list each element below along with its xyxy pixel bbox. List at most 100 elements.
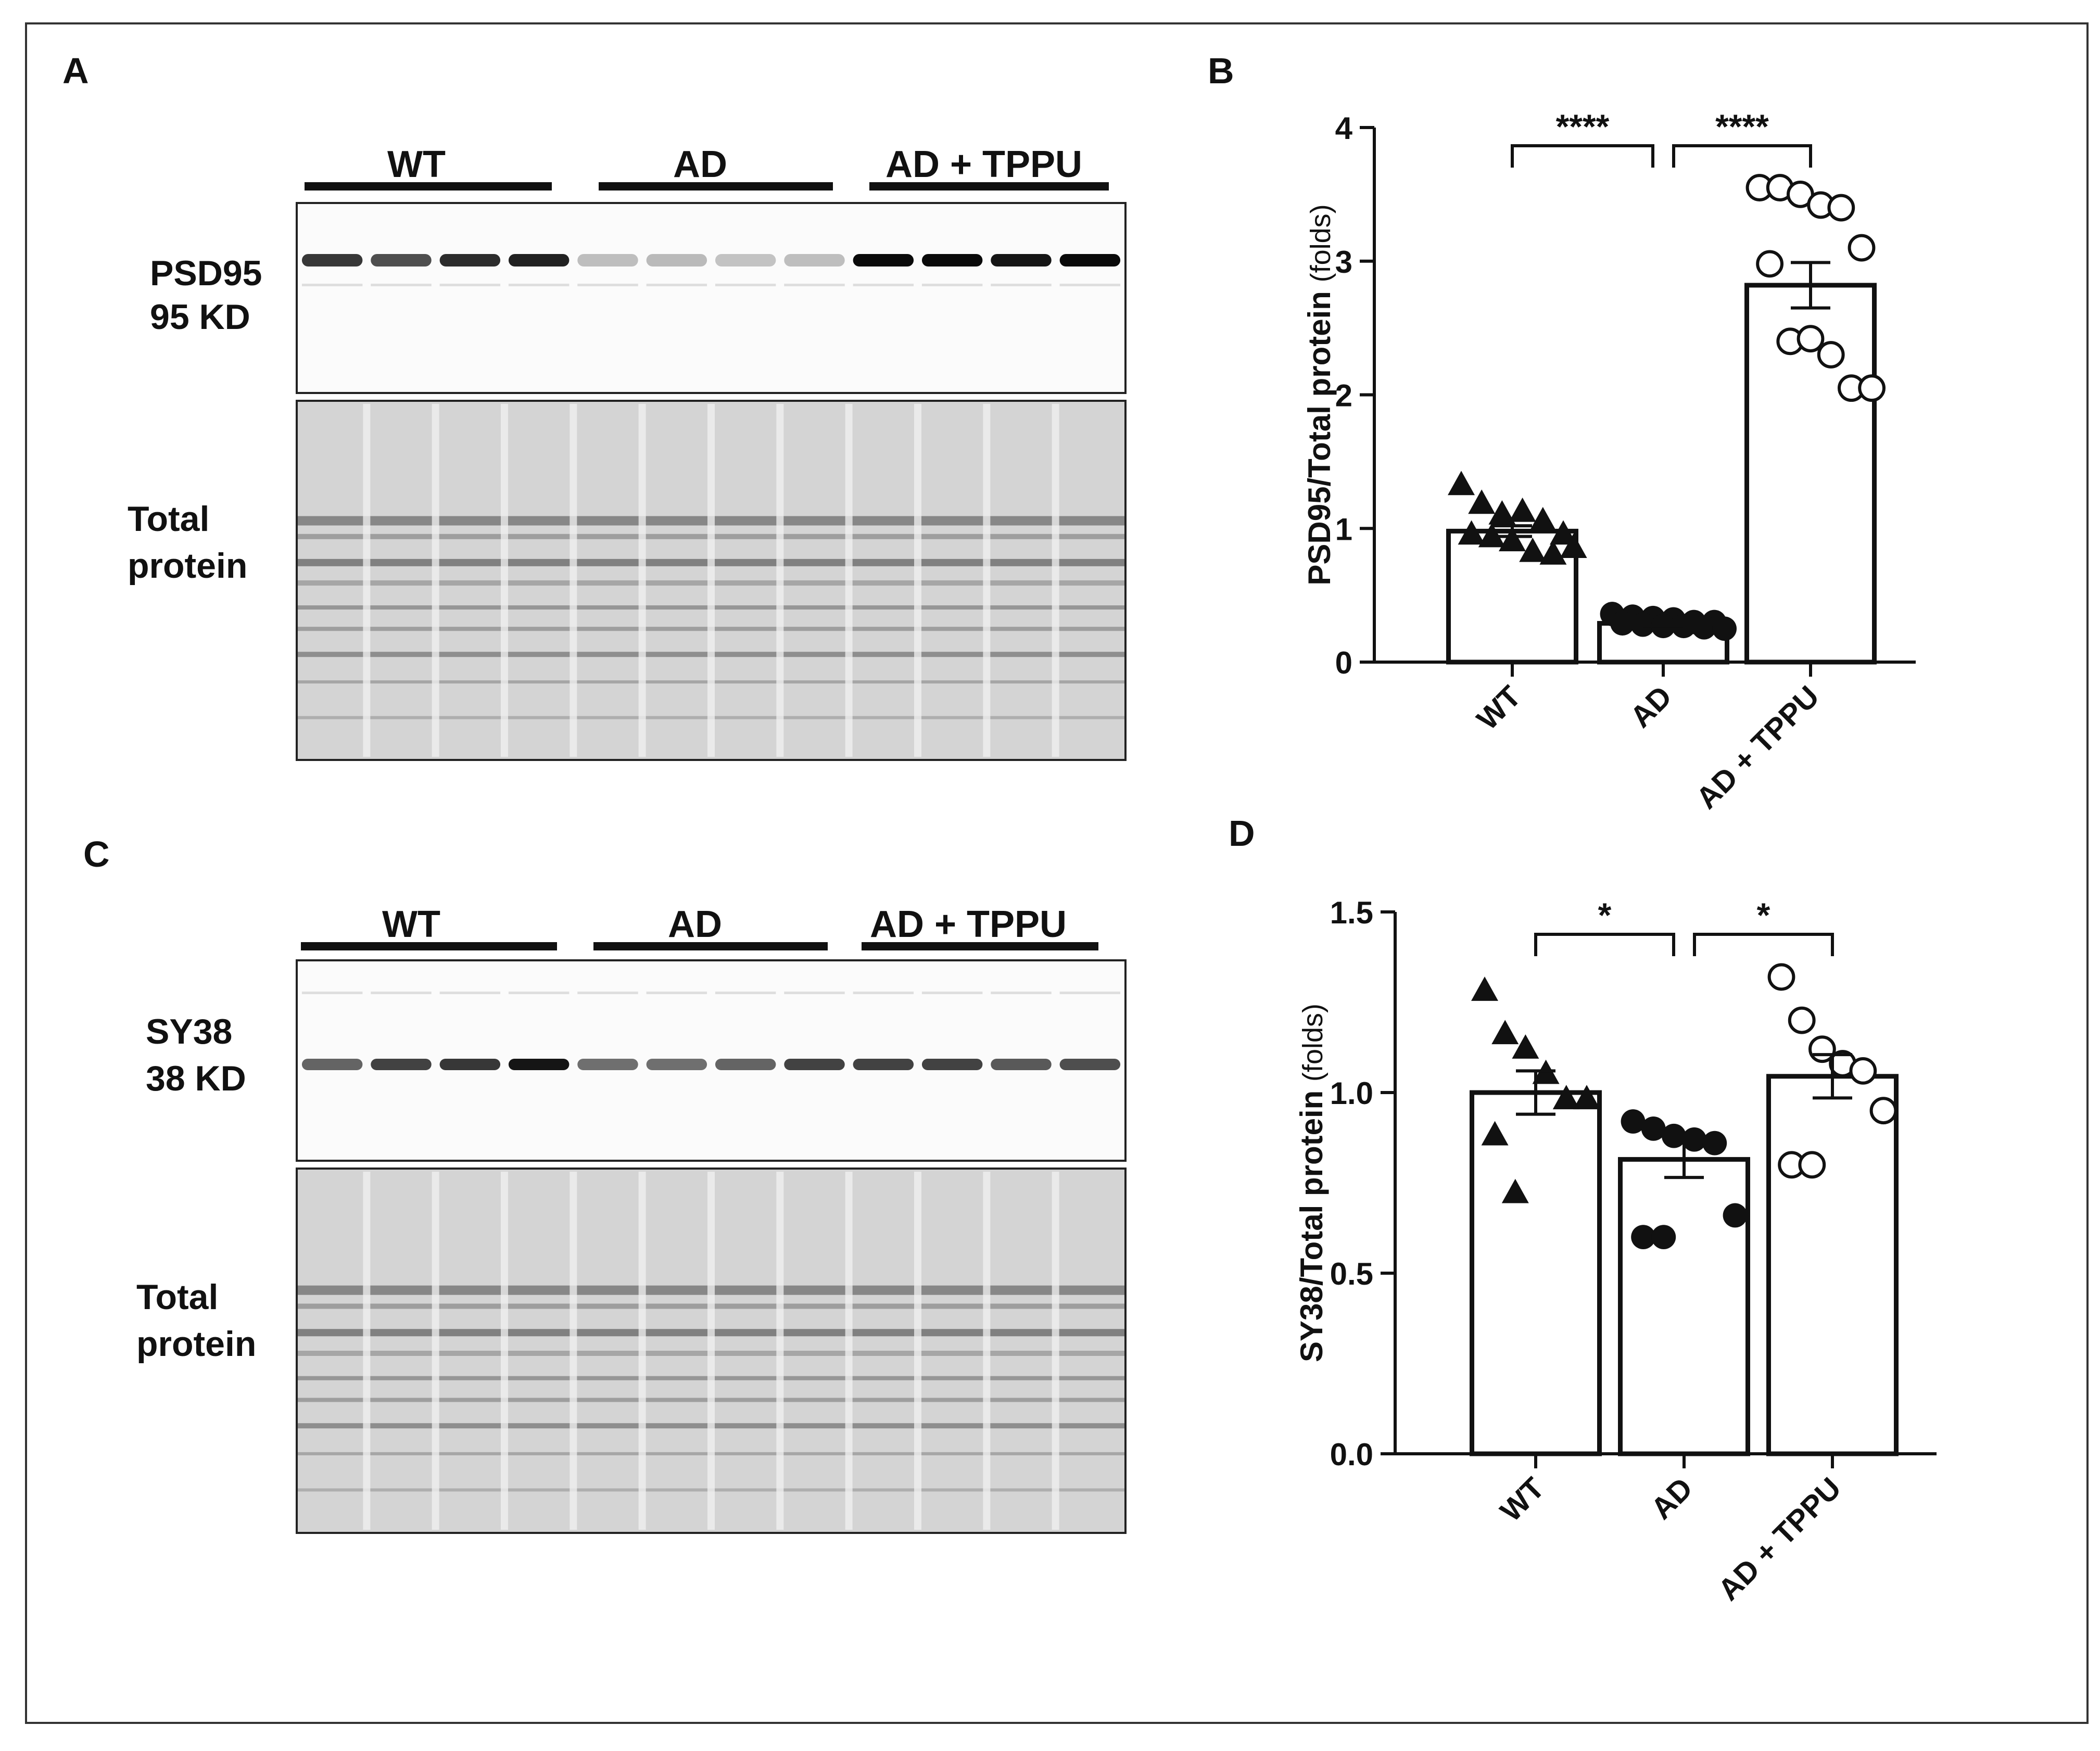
data-points — [1448, 471, 1587, 565]
significance-bracket — [1672, 144, 1812, 168]
blot-faint-band — [921, 284, 983, 286]
blot-faint-band — [1059, 284, 1121, 286]
lane-gap — [914, 1172, 921, 1530]
panel-a-total-protein — [298, 404, 1124, 757]
data-point — [1756, 250, 1784, 278]
data-point — [1610, 611, 1635, 636]
panel-a-blot-frame — [296, 202, 1127, 394]
data-point — [1848, 234, 1876, 262]
data-point — [1529, 506, 1557, 531]
blot-faint-band — [784, 284, 845, 286]
panel-c-total-protein — [298, 1172, 1124, 1530]
blot-faint-band — [439, 284, 501, 286]
blot-band — [371, 1059, 432, 1070]
panel-a-blot-label-line2: 95 KD — [150, 297, 250, 337]
data-point — [1723, 1203, 1748, 1228]
panel-c-group-label-wt: WT — [382, 904, 440, 945]
lane-gap — [570, 1172, 577, 1530]
y-tick-label: 1.0 — [1330, 1076, 1373, 1111]
panel-b-letter: B — [1208, 50, 1234, 91]
blot-faint-band — [301, 284, 363, 286]
panel-c-total-label-line1: Total — [136, 1277, 218, 1317]
data-point — [1509, 497, 1536, 522]
data-point — [1478, 523, 1506, 548]
data-point — [1767, 963, 1795, 991]
blot-band — [301, 254, 363, 267]
lane-gap — [501, 1172, 508, 1530]
lane-gap — [432, 1172, 439, 1530]
blot-faint-band — [508, 284, 570, 286]
data-point — [1712, 616, 1737, 641]
lane-gap — [570, 404, 577, 757]
lane-gap — [983, 1172, 991, 1530]
panel-c-blot-label-line2: 38 KD — [146, 1059, 246, 1098]
blot-band — [1059, 254, 1121, 267]
y-tick-label: 1 — [1335, 512, 1352, 547]
lane-gap — [914, 404, 921, 757]
panel-c-blot-frame — [296, 959, 1127, 1162]
y-tick-label: 0.0 — [1330, 1437, 1373, 1472]
blot-faint-band — [301, 992, 363, 994]
lane-gap — [776, 1172, 784, 1530]
panel-a-total-label-line1: Total — [128, 499, 209, 539]
blot-faint-band — [1059, 992, 1121, 994]
data-point — [1552, 1085, 1580, 1110]
data-point — [1448, 471, 1475, 496]
data-points — [1621, 1109, 1748, 1250]
data-point — [1641, 1116, 1666, 1141]
blot-band — [715, 254, 776, 267]
lane-gap — [638, 404, 646, 757]
blot-faint-band — [715, 284, 776, 286]
lane-gap — [638, 1172, 646, 1530]
blot-faint-band — [853, 992, 914, 994]
panel-c-group-label-adtppu: AD + TPPU — [870, 904, 1067, 945]
data-point — [1651, 1225, 1676, 1250]
lane-gap — [363, 1172, 371, 1530]
panel-a-group-label-wt: WT — [387, 144, 446, 185]
blot-band — [439, 254, 501, 267]
lane-gap — [845, 404, 853, 757]
blot-faint-band — [371, 284, 432, 286]
blot-faint-band — [577, 992, 638, 994]
blot-band — [439, 1059, 501, 1070]
panel-c-total-label-line2: protein — [136, 1324, 256, 1364]
blot-band — [371, 254, 432, 267]
blot-band — [577, 1059, 638, 1070]
blot-faint-band — [371, 992, 432, 994]
blot-faint-band — [853, 284, 914, 286]
blot-band — [853, 254, 914, 267]
data-point — [1501, 1178, 1529, 1203]
data-point — [1519, 537, 1547, 562]
panel-a-bands — [301, 254, 1121, 286]
data-point — [1858, 374, 1886, 402]
data-point — [1702, 1131, 1727, 1156]
significance-bracket — [1511, 144, 1654, 168]
panel-a-group-label-ad: AD — [673, 144, 727, 185]
data-point — [1488, 500, 1516, 525]
data-point — [1471, 976, 1498, 1001]
blot-band — [991, 254, 1052, 267]
blot-band — [646, 254, 707, 267]
lane-gap — [363, 404, 371, 757]
blot-faint-band — [991, 284, 1052, 286]
y-tick-label: 0 — [1335, 645, 1352, 680]
data-point — [1481, 1121, 1509, 1146]
blot-band — [784, 1059, 845, 1070]
blot-faint-band — [577, 284, 638, 286]
y-axis-label: PSD95/Total protein (folds) — [1302, 204, 1337, 585]
data-point — [1458, 520, 1485, 545]
significance-bracket — [1693, 933, 1834, 956]
blot-faint-band — [439, 992, 501, 994]
blot-faint-band — [784, 992, 845, 994]
blot-band — [508, 1059, 570, 1070]
y-tick-label: 0.5 — [1330, 1257, 1373, 1291]
panel-a-group-label-adtppu: AD + TPPU — [885, 144, 1082, 185]
data-points — [1745, 174, 1886, 402]
blot-band — [921, 254, 983, 267]
significance-label: **** — [1715, 107, 1769, 146]
data-point — [1662, 1123, 1686, 1148]
data-point — [1849, 1057, 1877, 1085]
blot-band — [301, 1059, 363, 1070]
bar — [1470, 1090, 1602, 1456]
